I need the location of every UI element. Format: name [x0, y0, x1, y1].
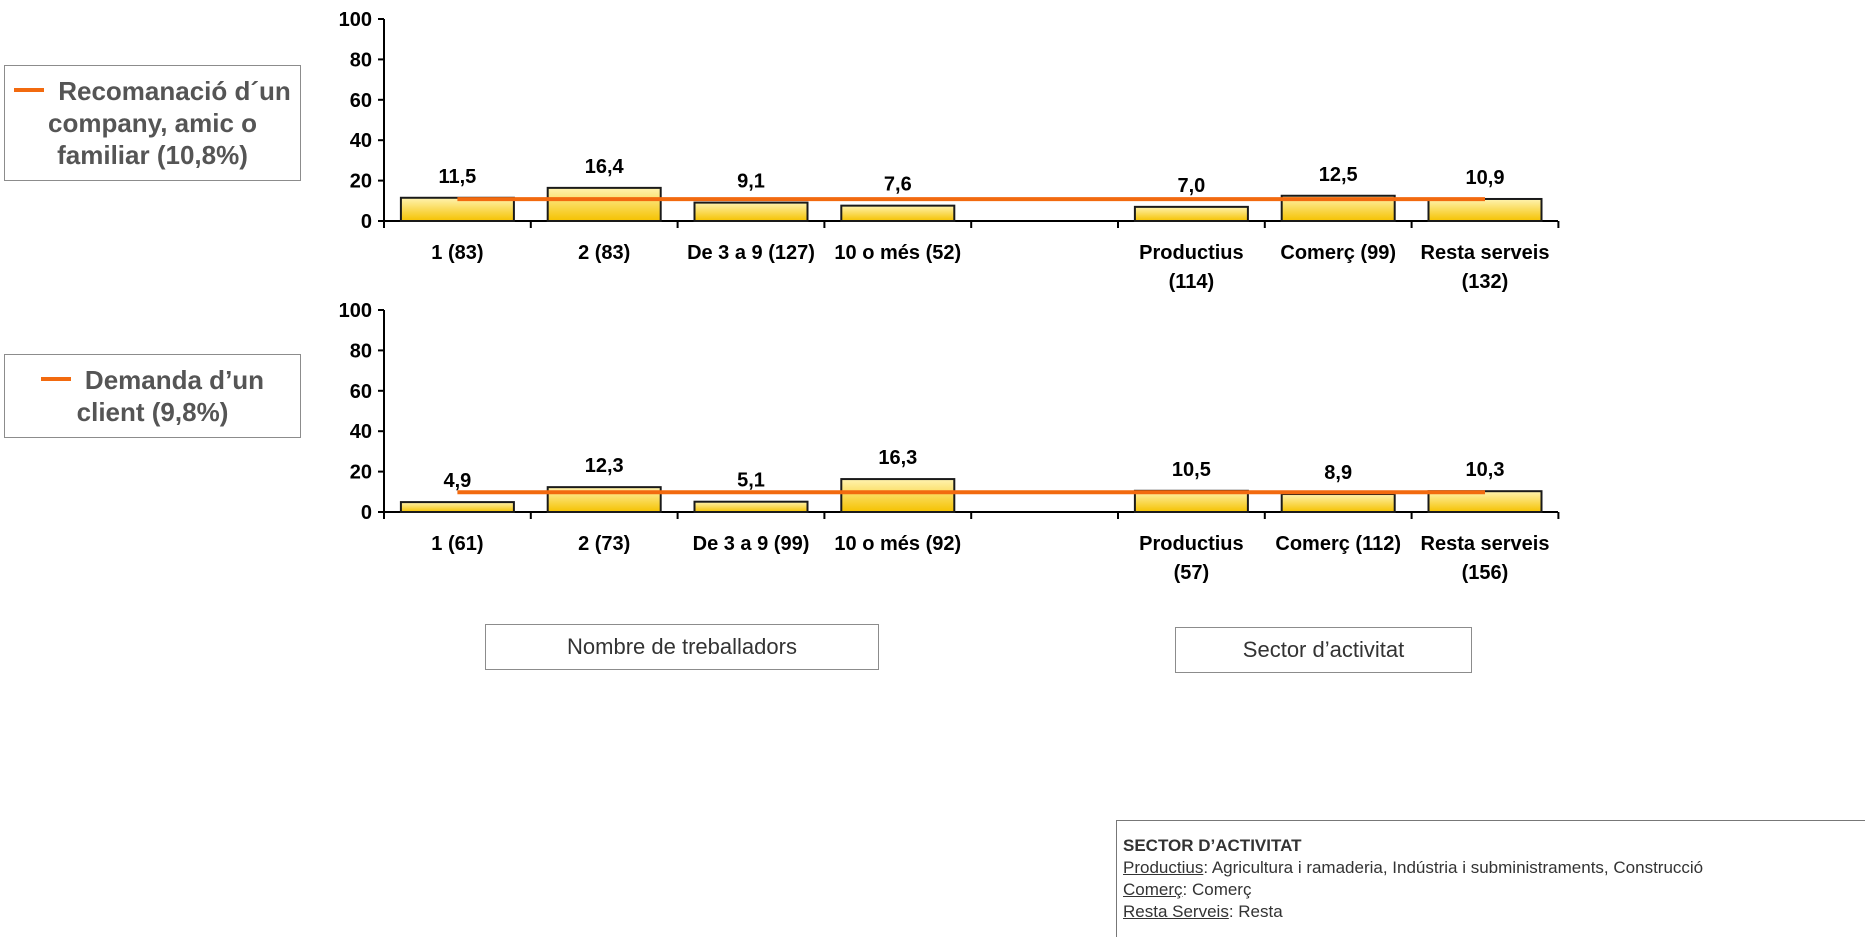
- legend-line-swatch: [14, 88, 45, 93]
- bar: [840, 204, 956, 222]
- note-line-resta: Resta Serveis: Resta: [1123, 901, 1865, 923]
- y-tick-label: 100: [339, 300, 372, 322]
- bar-value-label: 16,3: [878, 447, 917, 469]
- bar-value-label: 5,1: [737, 470, 765, 492]
- bar: [693, 201, 809, 222]
- bar-value-label: 4,9: [443, 470, 471, 492]
- bar-value-label: 10,3: [1466, 459, 1505, 481]
- y-tick-label: 60: [350, 381, 372, 403]
- legend-label-recomanacio: Recomanació d´un company, amic o familia…: [47, 76, 291, 170]
- bar: [546, 186, 662, 222]
- bar-value-label: 12,3: [585, 455, 624, 477]
- group-label-workers: Nombre de treballadors: [485, 624, 879, 670]
- bar-value-label: 11,5: [438, 166, 476, 188]
- y-tick-label: 20: [350, 171, 372, 193]
- note-term: Resta Serveis: [1123, 902, 1229, 921]
- x-tick-label: Productius: [1139, 533, 1243, 555]
- group-label-sector: Sector d’activitat: [1175, 627, 1472, 673]
- x-tick-label: (57): [1174, 562, 1210, 584]
- x-tick-label: Comerç (112): [1275, 533, 1401, 555]
- note-title: SECTOR D’ACTIVITAT: [1123, 836, 1302, 855]
- bar-value-label: 8,9: [1324, 462, 1352, 484]
- bar-value-label: 12,5: [1319, 164, 1358, 186]
- y-tick-label: 20: [350, 462, 372, 484]
- legend-box-demanda: Demanda d’un client (9,8%): [4, 354, 301, 438]
- note-text: : Resta: [1228, 902, 1283, 921]
- x-tick-label: 1 (61): [431, 533, 483, 555]
- x-tick-label: (132): [1462, 271, 1509, 293]
- legend-label-demanda: Demanda d’un client (9,8%): [76, 365, 265, 427]
- bar-value-label: 10,5: [1172, 459, 1211, 481]
- x-tick-label: (114): [1169, 271, 1215, 293]
- bar: [1427, 197, 1543, 222]
- bar: [399, 501, 515, 514]
- y-tick-label: 0: [361, 502, 372, 524]
- x-tick-label: 2 (73): [578, 533, 630, 555]
- note-line-productius: Productius: Agricultura i ramaderia, Ind…: [1123, 857, 1865, 879]
- y-tick-label: 80: [350, 49, 372, 71]
- bar-value-label: 7,0: [1177, 175, 1205, 197]
- y-tick-label: 0: [361, 211, 372, 233]
- x-tick-label: De 3 a 9 (127): [687, 242, 815, 264]
- chart-recomanacio: 0 20 40 60 80 100 11,5 1 (83) 16,4 2 (83) 9,1 De 3 …: [339, 9, 1560, 293]
- bar-value-label: 16,4: [585, 156, 625, 178]
- note-term: Comerç: [1123, 880, 1183, 899]
- sector-definitions-note: SECTOR D’ACTIVITAT Productius: Agricultu…: [1116, 820, 1865, 937]
- x-tick-label: 1 (83): [431, 242, 483, 264]
- bar: [693, 500, 809, 513]
- x-tick-label: 10 o més (92): [834, 533, 961, 555]
- bar-value-label: 9,1: [737, 171, 765, 193]
- note-text: : Agricultura i ramaderia, Indústria i s…: [1203, 858, 1704, 877]
- x-tick-label: (156): [1462, 562, 1509, 584]
- x-tick-label: Resta serveis: [1421, 533, 1550, 555]
- y-tick-label: 60: [350, 90, 372, 112]
- bar: [1133, 205, 1249, 223]
- y-tick-label: 100: [339, 9, 372, 31]
- bar-value-label: 10,9: [1466, 167, 1505, 189]
- legend-line-swatch: [40, 377, 71, 382]
- bar-value-label: 7,6: [884, 174, 912, 196]
- bar: [399, 196, 515, 223]
- note-line-comerc: Comerç: Comerç: [1123, 879, 1865, 901]
- y-tick-label: 40: [350, 421, 372, 443]
- x-tick-label: Productius: [1139, 242, 1243, 264]
- note-text: : Comerç: [1182, 880, 1252, 899]
- x-tick-label: 10 o més (52): [834, 242, 961, 264]
- x-tick-label: Comerç (99): [1280, 242, 1396, 264]
- note-term: Productius: [1123, 858, 1204, 877]
- x-tick-label: 2 (83): [578, 242, 630, 264]
- x-tick-label: Resta serveis: [1421, 242, 1550, 264]
- bar: [840, 478, 956, 514]
- bar: [1280, 493, 1396, 514]
- legend-box-recomanacio: Recomanació d´un company, amic o familia…: [4, 65, 301, 181]
- chart-demanda: 0 20 40 60 80 100 4,9 1 (61) 12,3 2 (73) 5,1 De 3 a…: [339, 300, 1560, 584]
- y-tick-label: 80: [350, 340, 372, 362]
- x-tick-label: De 3 a 9 (99): [693, 533, 810, 555]
- bar: [1427, 490, 1543, 513]
- y-tick-label: 40: [350, 130, 372, 152]
